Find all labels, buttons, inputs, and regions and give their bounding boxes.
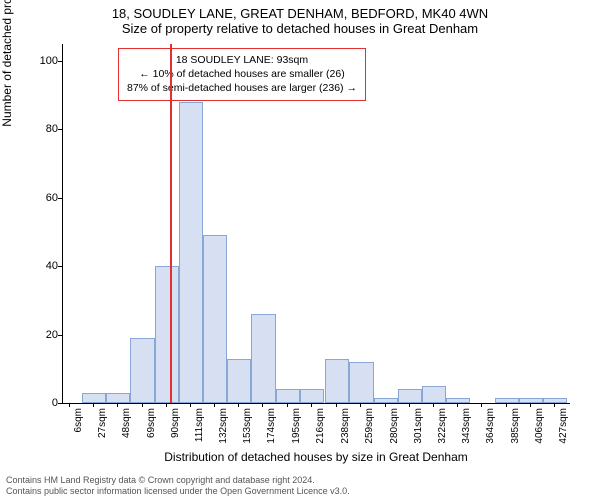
- xtick-mark: [262, 403, 263, 407]
- xtick-mark: [93, 403, 94, 407]
- plot-area: 18 SOUDLEY LANE: 93sqm ← 10% of detached…: [62, 44, 570, 404]
- footer: Contains HM Land Registry data © Crown c…: [0, 473, 600, 500]
- annot-line-2: ← 10% of detached houses are smaller (26…: [127, 67, 357, 81]
- xtick-label: 322sqm: [437, 408, 448, 444]
- histogram-bar: [203, 235, 227, 403]
- histogram-bar: [106, 393, 130, 403]
- histogram-bar: [179, 102, 203, 403]
- histogram-bar: [227, 359, 251, 403]
- y-axis-label: Number of detached properties: [0, 0, 14, 224]
- ytick-label: 40: [34, 260, 58, 272]
- ytick-label: 100: [34, 55, 58, 67]
- annot-line-1: 18 SOUDLEY LANE: 93sqm: [127, 53, 357, 67]
- annot-line-3: 87% of semi-detached houses are larger (…: [127, 81, 357, 95]
- ytick-label: 20: [34, 329, 58, 341]
- histogram-bar: [398, 389, 422, 403]
- xtick-label: 280sqm: [389, 408, 400, 444]
- xtick-mark: [311, 403, 312, 407]
- xtick-label: 259sqm: [364, 408, 375, 444]
- histogram-bar: [519, 398, 543, 403]
- xtick-mark: [238, 403, 239, 407]
- xtick-mark: [530, 403, 531, 407]
- xtick-mark: [385, 403, 386, 407]
- ytick-label: 80: [34, 123, 58, 135]
- xtick-label: 364sqm: [485, 408, 496, 444]
- xtick-mark: [287, 403, 288, 407]
- xtick-label: 238sqm: [340, 408, 351, 444]
- xtick-mark: [481, 403, 482, 407]
- xtick-label: 48sqm: [121, 408, 132, 438]
- histogram-bar: [130, 338, 154, 403]
- xtick-label: 90sqm: [170, 408, 181, 438]
- xtick-mark: [409, 403, 410, 407]
- histogram-bar: [276, 389, 300, 403]
- xtick-label: 301sqm: [413, 408, 424, 444]
- xtick-label: 69sqm: [146, 408, 157, 438]
- footer-line-1: Contains HM Land Registry data © Crown c…: [6, 475, 594, 487]
- xtick-label: 111sqm: [194, 408, 205, 442]
- xtick-label: 427sqm: [558, 408, 569, 444]
- xtick-mark: [69, 403, 70, 407]
- plot-outer: 18 SOUDLEY LANE: 93sqm ← 10% of detached…: [62, 44, 570, 404]
- xtick-mark: [360, 403, 361, 407]
- xtick-mark: [190, 403, 191, 407]
- title-line-1: 18, SOUDLEY LANE, GREAT DENHAM, BEDFORD,…: [0, 6, 600, 21]
- xtick-label: 132sqm: [218, 408, 229, 444]
- ytick-mark: [58, 61, 62, 62]
- ytick-mark: [58, 129, 62, 130]
- xtick-label: 153sqm: [242, 408, 253, 444]
- xtick-label: 385sqm: [510, 408, 521, 444]
- histogram-bar: [251, 314, 275, 403]
- histogram-bar: [155, 266, 179, 403]
- xtick-mark: [506, 403, 507, 407]
- xtick-mark: [457, 403, 458, 407]
- ytick-mark: [58, 403, 62, 404]
- ytick-label: 60: [34, 192, 58, 204]
- chart-container: 18, SOUDLEY LANE, GREAT DENHAM, BEDFORD,…: [0, 0, 600, 500]
- xtick-mark: [214, 403, 215, 407]
- histogram-bar: [82, 393, 106, 403]
- histogram-bar: [422, 386, 446, 403]
- titles: 18, SOUDLEY LANE, GREAT DENHAM, BEDFORD,…: [0, 0, 600, 36]
- ytick-mark: [58, 266, 62, 267]
- xtick-mark: [554, 403, 555, 407]
- title-line-2: Size of property relative to detached ho…: [0, 21, 600, 36]
- xtick-label: 174sqm: [266, 408, 277, 444]
- xtick-mark: [336, 403, 337, 407]
- annotation-box: 18 SOUDLEY LANE: 93sqm ← 10% of detached…: [118, 48, 366, 101]
- xtick-label: 27sqm: [97, 408, 108, 438]
- histogram-bar: [349, 362, 373, 403]
- xtick-mark: [433, 403, 434, 407]
- xtick-mark: [117, 403, 118, 407]
- xtick-label: 343sqm: [461, 408, 472, 444]
- xtick-label: 6sqm: [73, 408, 84, 432]
- histogram-bar: [325, 359, 349, 403]
- histogram-bar: [300, 389, 324, 403]
- histogram-bar: [446, 398, 470, 403]
- ytick-label: 0: [34, 397, 58, 409]
- xtick-label: 216sqm: [315, 408, 326, 444]
- marker-vline: [170, 44, 172, 403]
- xtick-mark: [166, 403, 167, 407]
- x-axis-label: Distribution of detached houses by size …: [62, 450, 570, 464]
- histogram-bar: [374, 398, 398, 403]
- xtick-label: 406sqm: [534, 408, 545, 444]
- ytick-mark: [58, 198, 62, 199]
- footer-line-2: Contains public sector information licen…: [6, 486, 594, 498]
- xtick-mark: [142, 403, 143, 407]
- ytick-mark: [58, 335, 62, 336]
- xtick-label: 195sqm: [291, 408, 302, 444]
